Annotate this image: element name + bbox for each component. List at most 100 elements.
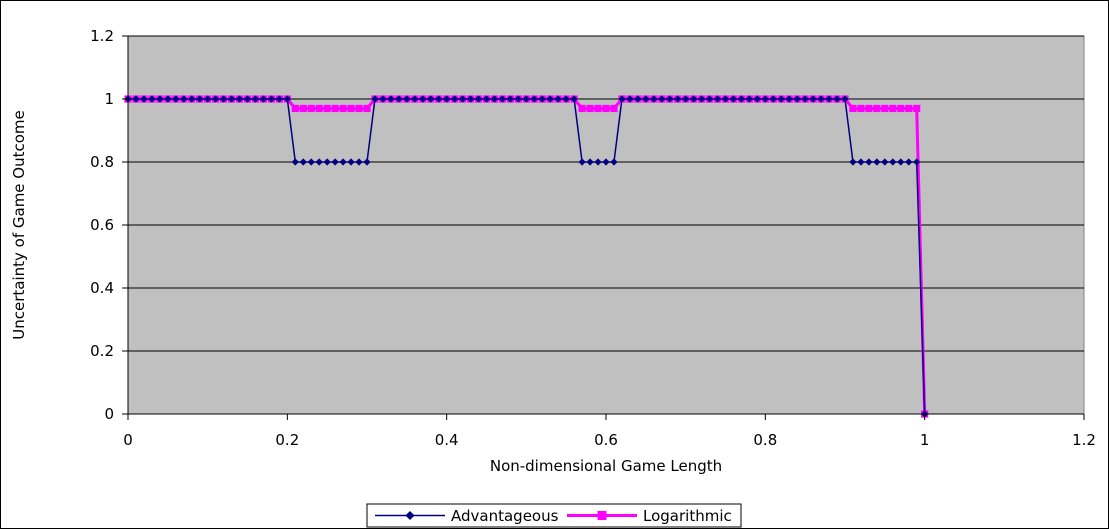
data-point-logarithmic [299, 104, 307, 113]
legend-label: Logarithmic [643, 507, 732, 525]
data-point-advantageous [913, 158, 921, 166]
data-point-advantageous [538, 95, 546, 103]
y-tick-label: 1.2 [90, 27, 114, 45]
data-point-advantageous [267, 95, 275, 103]
data-point-advantageous [857, 158, 865, 166]
data-point-advantageous [220, 95, 228, 103]
data-point-advantageous [618, 95, 626, 103]
data-point-advantageous [180, 95, 188, 103]
x-tick-label: 0.6 [594, 431, 618, 449]
y-tick-label: 0.4 [90, 279, 114, 297]
data-point-advantageous [331, 158, 339, 166]
data-point-advantageous [498, 95, 507, 103]
data-point-advantageous [363, 158, 371, 166]
data-point-advantageous [506, 95, 514, 103]
data-point-advantageous [132, 95, 140, 103]
data-point-advantageous [690, 95, 698, 103]
data-point-advantageous [865, 158, 873, 166]
data-point-advantageous [793, 95, 801, 103]
x-tick-label: 1.2 [1072, 431, 1096, 449]
data-point-advantageous [243, 95, 252, 103]
y-tick-label: 0.2 [90, 342, 114, 360]
legend-entry-logarithmic: Logarithmic [567, 507, 732, 525]
data-point-logarithmic [865, 104, 873, 113]
data-point-logarithmic [857, 104, 865, 113]
data-point-advantageous [634, 95, 642, 103]
x-tick-label: 0 [123, 431, 133, 449]
x-tick-label: 1 [920, 431, 930, 449]
data-point-advantageous [283, 95, 291, 103]
data-point-advantageous [873, 158, 881, 166]
data-point-advantageous [682, 95, 690, 103]
data-point-logarithmic [913, 104, 921, 113]
data-point-advantageous [825, 95, 833, 103]
data-point-advantageous [251, 95, 260, 103]
data-point-logarithmic [291, 104, 299, 113]
data-point-advantageous [490, 95, 499, 103]
data-point-advantageous [562, 95, 570, 103]
x-tick-label: 0.4 [435, 431, 459, 449]
data-point-advantageous [387, 95, 395, 103]
data-point-advantageous [721, 95, 730, 103]
data-point-advantageous [602, 158, 610, 166]
data-point-advantageous [339, 158, 347, 166]
data-point-advantageous [698, 95, 706, 103]
data-point-advantageous [156, 95, 164, 103]
data-point-advantageous [299, 158, 307, 166]
data-point-advantageous [546, 95, 554, 103]
data-point-advantageous [594, 158, 602, 166]
data-point-advantageous [275, 95, 283, 103]
data-point-logarithmic [602, 104, 610, 113]
axes [122, 35, 1085, 420]
data-point-advantageous [578, 158, 586, 166]
data-point-advantageous [196, 95, 204, 103]
data-point-advantageous [642, 95, 650, 103]
data-point-logarithmic [594, 104, 602, 113]
data-point-advantageous [204, 95, 212, 103]
data-point-advantageous [777, 95, 785, 103]
x-axis-title: Non-dimensional Game Length [490, 457, 722, 475]
data-point-advantageous [411, 95, 419, 103]
data-point-advantageous [666, 95, 674, 103]
data-point-advantageous [259, 95, 268, 103]
data-point-advantageous [586, 158, 594, 166]
data-point-advantageous [522, 95, 530, 103]
data-point-advantageous [164, 95, 172, 103]
data-point-advantageous [307, 158, 315, 166]
data-point-logarithmic [323, 104, 331, 113]
data-point-advantageous [474, 95, 483, 103]
data-point-advantageous [769, 95, 777, 103]
data-point-advantageous [889, 158, 897, 166]
legend-swatch-marker [597, 511, 607, 520]
data-point-advantageous [235, 95, 244, 103]
data-point-advantageous [148, 95, 156, 103]
data-point-logarithmic [897, 104, 905, 113]
data-point-advantageous [554, 95, 562, 103]
data-point-advantageous [451, 95, 459, 103]
x-tick-label: 0.8 [753, 431, 777, 449]
data-point-advantageous [626, 95, 634, 103]
data-point-advantageous [809, 95, 817, 103]
data-point-logarithmic [586, 104, 594, 113]
data-point-advantageous [315, 158, 323, 166]
data-point-advantageous [379, 95, 387, 103]
data-point-advantageous [849, 158, 857, 166]
data-point-advantageous [753, 95, 761, 103]
data-point-advantageous [188, 95, 196, 103]
data-point-advantageous [833, 95, 841, 103]
data-point-advantageous [817, 95, 825, 103]
data-point-advantageous [427, 95, 435, 103]
data-point-logarithmic [363, 104, 371, 113]
data-point-advantageous [355, 158, 363, 166]
data-point-logarithmic [339, 104, 347, 113]
x-tick-label: 0.2 [275, 431, 299, 449]
data-point-advantageous [443, 95, 451, 103]
data-point-logarithmic [905, 104, 913, 113]
data-point-logarithmic [849, 104, 857, 113]
legend: Advantageous Logarithmic [366, 503, 742, 528]
data-point-advantageous [530, 95, 538, 103]
data-point-advantageous [650, 95, 658, 103]
data-point-advantageous [610, 158, 618, 166]
data-point-logarithmic [889, 104, 897, 113]
